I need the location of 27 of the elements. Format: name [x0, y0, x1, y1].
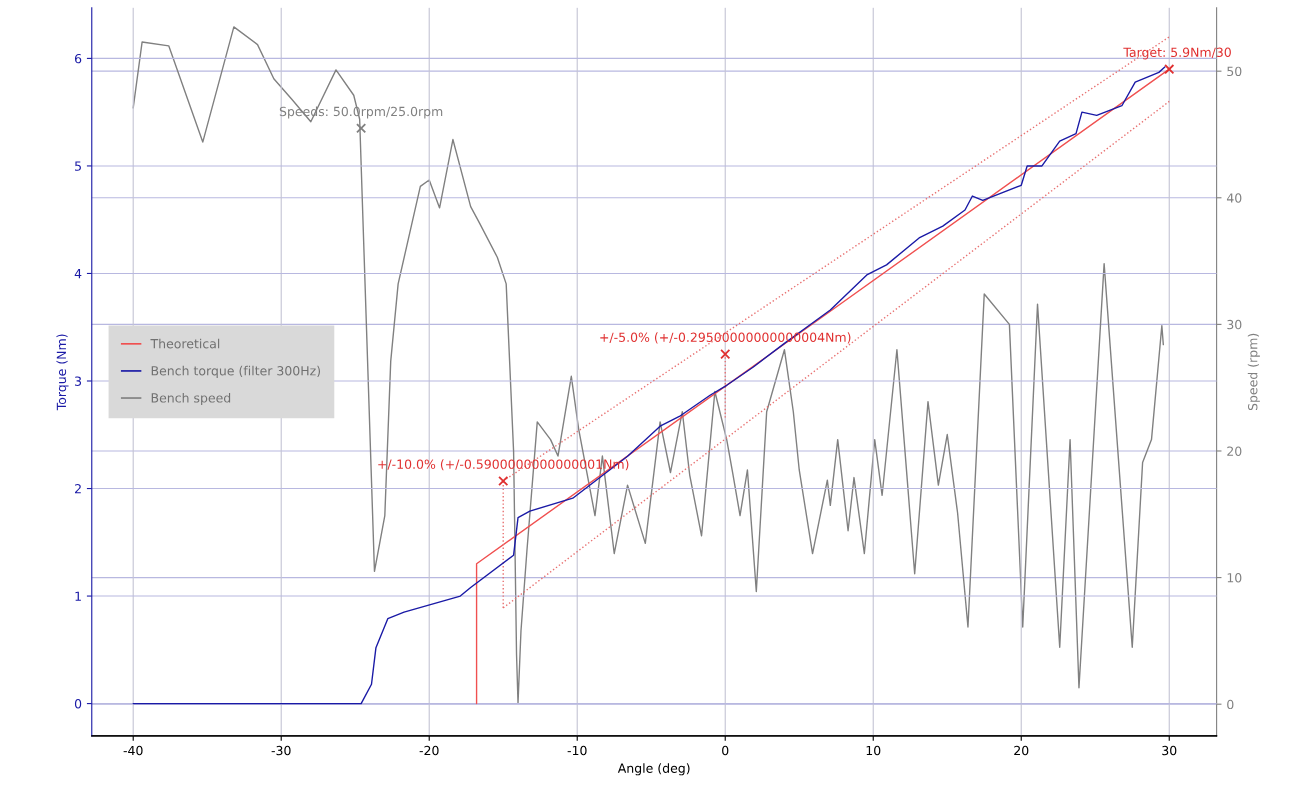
legend-label: Bench speed — [151, 392, 231, 405]
y-tick-label: 0 — [74, 699, 82, 709]
y2-tick-label: 10 — [1227, 573, 1242, 583]
y-tick-label: 1 — [75, 591, 81, 601]
x-tick-label: 10 — [866, 745, 881, 756]
y-tick-label: 3 — [75, 376, 82, 386]
x-tick-label: 30 — [1162, 745, 1177, 756]
y2-tick-label: 0 — [1227, 699, 1234, 710]
x-axis-title: Angle (deg) — [617, 763, 690, 776]
x-tick-label: -30 — [271, 745, 291, 756]
y-tick-label: 2 — [75, 484, 81, 494]
x-tick-label: 0 — [722, 745, 729, 756]
legend-label: Bench torque (filter 300Hz) — [151, 365, 321, 378]
y-tick-label: 6 — [74, 53, 82, 64]
y2-tick-label: 50 — [1227, 66, 1242, 77]
x-tick-label: -20 — [419, 745, 439, 756]
y2-tick-label: 20 — [1227, 446, 1242, 456]
y2-tick-label: 30 — [1227, 319, 1242, 330]
x-tick-label: 20 — [1014, 745, 1029, 756]
y-tick-label: 5 — [75, 161, 81, 171]
y-axis-title: Torque (Nm) — [56, 334, 69, 411]
y2-axis-title: Speed (rpm) — [1247, 333, 1260, 411]
y2-tick-label: 40 — [1226, 193, 1242, 203]
y-tick-label: 4 — [74, 269, 82, 279]
legend-label: Theoretical — [150, 338, 220, 349]
x-tick-label: -10 — [567, 745, 587, 756]
x-tick-label: -40 — [123, 745, 143, 756]
